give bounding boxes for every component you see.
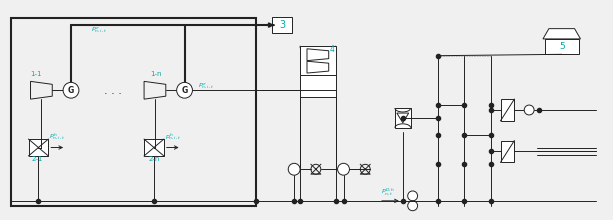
Text: G: G: [68, 86, 74, 95]
Bar: [272, 17, 292, 33]
Bar: [300, 75, 336, 97]
Bar: [501, 99, 514, 121]
Text: 4: 4: [329, 45, 334, 54]
Text: 1-n: 1-n: [150, 72, 161, 77]
Circle shape: [408, 191, 417, 201]
Text: 1-1: 1-1: [31, 72, 42, 77]
Text: 5: 5: [559, 42, 565, 51]
Text: 3: 3: [280, 20, 286, 30]
Text: 2-1: 2-1: [31, 156, 43, 162]
Bar: [501, 141, 514, 162]
Text: $P^e_{n,i,t}$: $P^e_{n,i,t}$: [199, 81, 215, 90]
Circle shape: [408, 201, 417, 211]
Text: G: G: [181, 86, 188, 95]
Text: $P^h_{n,i,t}$: $P^h_{n,i,t}$: [49, 132, 66, 142]
Polygon shape: [543, 29, 581, 39]
Text: 2-n: 2-n: [148, 156, 159, 162]
Circle shape: [288, 163, 300, 175]
Text: $P^{D,h}_{n,t}$: $P^{D,h}_{n,t}$: [381, 186, 395, 197]
Circle shape: [524, 105, 534, 115]
Text: $P^e_{n,i,t}$: $P^e_{n,i,t}$: [91, 24, 107, 33]
Circle shape: [63, 82, 79, 98]
Circle shape: [177, 82, 192, 98]
Bar: [11, 18, 256, 206]
Text: $p^h_{n,i,t}$: $p^h_{n,i,t}$: [165, 132, 181, 142]
Bar: [545, 39, 579, 54]
Bar: [395, 108, 411, 128]
Bar: [300, 46, 336, 75]
Bar: [144, 139, 164, 156]
Text: . . .: . . .: [104, 86, 121, 96]
Circle shape: [338, 163, 349, 175]
Bar: [29, 139, 48, 156]
